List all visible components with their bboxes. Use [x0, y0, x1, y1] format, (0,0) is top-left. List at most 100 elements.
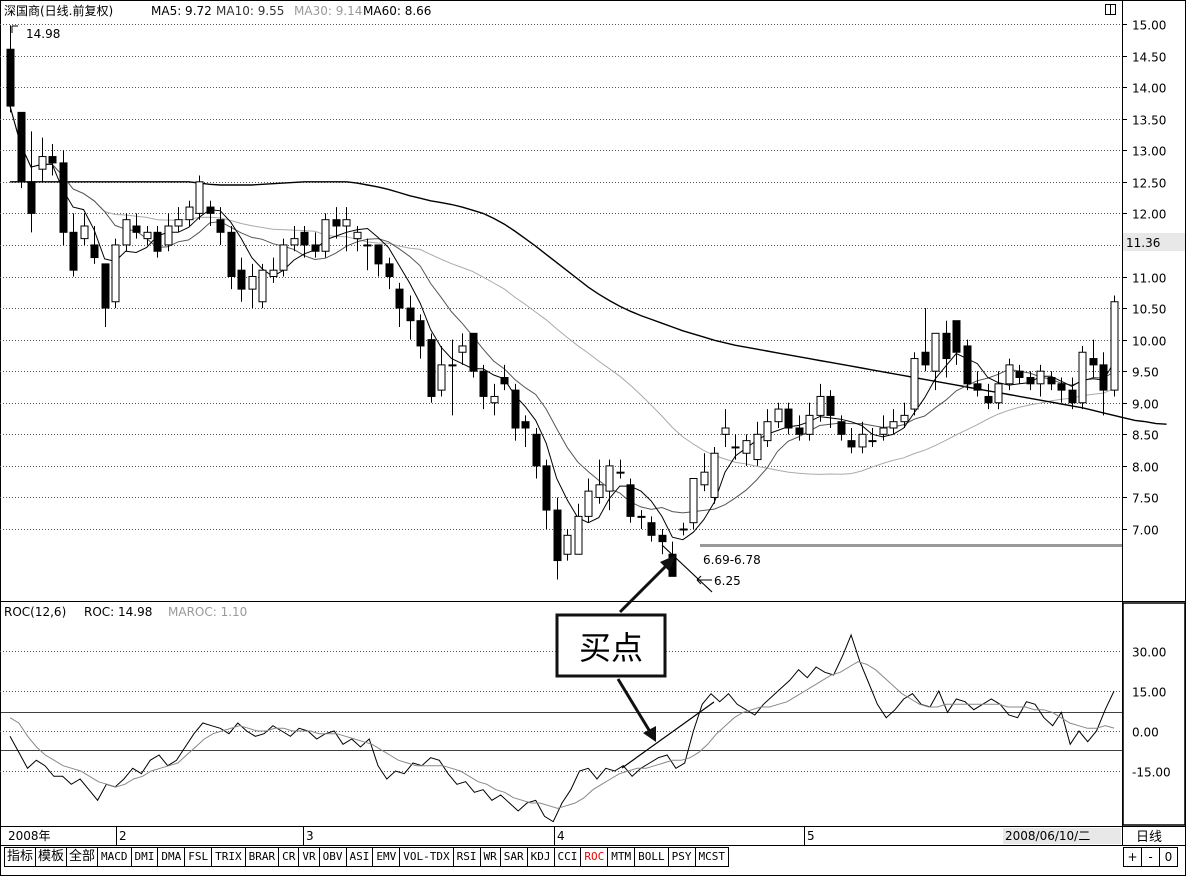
candle-body-up: [616, 471, 625, 474]
price-tick-label: 13.00: [1132, 145, 1166, 159]
candle-body-down: [332, 219, 341, 227]
date-label-jan: 2008年: [8, 829, 51, 843]
candle-body-down: [963, 345, 972, 385]
tab-rsi[interactable]: RSI: [452, 847, 481, 867]
candle-body-down: [1068, 389, 1077, 404]
tab-kdj[interactable]: KDJ: [526, 847, 555, 867]
buy-point-box: [555, 613, 667, 678]
tab-mtm[interactable]: MTM: [607, 847, 636, 867]
candle: [1068, 377, 1077, 410]
candle-body-down: [17, 111, 26, 183]
price-tick-label: 11.00: [1132, 272, 1166, 286]
candle-body-down: [1015, 370, 1024, 378]
tab-fsl[interactable]: FSL: [184, 847, 213, 867]
candle: [164, 213, 173, 252]
candle: [59, 150, 68, 245]
candle: [406, 295, 415, 340]
tab-指标[interactable]: 指标: [4, 847, 37, 867]
candle-body-up: [38, 156, 47, 170]
tab-cr[interactable]: CR: [278, 847, 300, 867]
candle-body-up: [342, 219, 351, 227]
candle-body-up: [1110, 301, 1119, 391]
candle-body-down: [90, 244, 99, 259]
candle-body-up: [931, 332, 940, 372]
candle: [763, 409, 772, 447]
tab-mcst[interactable]: MCST: [694, 847, 730, 867]
candle: [237, 257, 246, 302]
price-tick-label: 10.50: [1132, 303, 1166, 317]
candle-body-up: [574, 515, 583, 555]
candle: [605, 459, 614, 511]
indicator-tab-bar: 指标 模板 全部 MACD DMI DMA FSL TRIX BRAR CR VR OBV ASI EMV…: [4, 847, 730, 867]
candle-body-up: [753, 433, 762, 461]
tab-trix[interactable]: TRIX: [211, 847, 246, 867]
ma10-value: MA10: 9.55: [216, 4, 284, 18]
zoom-out-button[interactable]: -: [1141, 847, 1160, 867]
buy-point-label: 买点: [579, 629, 643, 667]
ma5-value: MA5: 9.72: [151, 4, 212, 18]
low-label: 6.25: [714, 574, 741, 588]
candle-body-down: [395, 288, 404, 309]
tab-macd[interactable]: MACD: [97, 847, 132, 867]
candle-body-down: [784, 408, 793, 429]
candle: [90, 226, 99, 264]
candle-body-down: [469, 332, 478, 372]
price-tick-label: 8.50: [1132, 429, 1159, 443]
candle-body-down: [837, 421, 846, 435]
candle-body-up: [321, 219, 330, 252]
tab-cci[interactable]: CCI: [553, 847, 582, 867]
date-label-apr: 4: [557, 829, 565, 843]
tab-wr[interactable]: WR: [479, 847, 501, 867]
high-label: 14.98: [26, 27, 60, 41]
candle: [311, 232, 320, 258]
tab-dmi[interactable]: DMI: [130, 847, 159, 867]
candle: [342, 207, 351, 252]
tab-全部[interactable]: 全部: [66, 847, 99, 867]
zoom-reset-button[interactable]: 0: [1159, 847, 1178, 867]
tab-vol-tdx[interactable]: VOL-TDX: [399, 847, 454, 867]
roc-tick-label: 30.00: [1132, 646, 1166, 660]
candle: [973, 371, 982, 397]
tab-模板[interactable]: 模板: [35, 847, 68, 867]
zoom-in-button[interactable]: +: [1123, 847, 1142, 867]
tab-sar[interactable]: SAR: [499, 847, 528, 867]
candle-body-down: [942, 332, 951, 360]
candle: [553, 497, 562, 580]
candle: [994, 371, 1003, 410]
tab-emv[interactable]: EMV: [372, 847, 401, 867]
candle: [563, 529, 572, 561]
candle-body-up: [816, 395, 825, 416]
candle: [795, 415, 804, 441]
candle-body-down: [385, 263, 394, 277]
tab-asi[interactable]: ASI: [345, 847, 374, 867]
candle-body-down: [1026, 377, 1035, 385]
candle-body-up: [353, 231, 362, 240]
roc-tick-label: 15.00: [1132, 686, 1166, 700]
candle-body-down: [826, 395, 835, 416]
candle: [132, 213, 141, 239]
candle: [774, 402, 783, 428]
candle-body-up: [689, 478, 698, 524]
candle-body-up: [721, 427, 730, 435]
candle-body-up: [900, 414, 909, 423]
candle-body-up: [80, 225, 89, 240]
high-marker-icon: [11, 25, 18, 33]
candle-body-down: [27, 181, 36, 214]
candle: [374, 244, 383, 277]
tab-roc[interactable]: ROC: [580, 847, 609, 867]
tab-obv[interactable]: OBV: [318, 847, 347, 867]
tab-psy[interactable]: PSY: [667, 847, 696, 867]
tab-dma[interactable]: DMA: [157, 847, 186, 867]
candle: [742, 434, 751, 466]
price-tick-label: 15.00: [1132, 19, 1166, 33]
candle-body-down: [500, 377, 509, 385]
candle: [469, 332, 478, 378]
tab-boll[interactable]: BOLL: [634, 847, 669, 867]
candle: [616, 459, 625, 479]
candle-body-down: [1099, 364, 1108, 391]
tab-brar[interactable]: BRAR: [244, 847, 280, 867]
candle: [805, 402, 814, 441]
candle: [1047, 371, 1056, 391]
tab-vr[interactable]: VR: [298, 847, 320, 867]
